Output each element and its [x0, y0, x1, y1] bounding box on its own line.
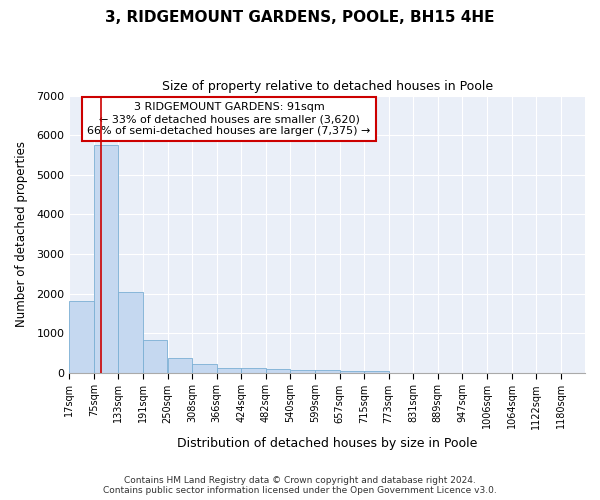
Y-axis label: Number of detached properties: Number of detached properties	[15, 141, 28, 327]
Bar	[364, 370, 389, 373]
Bar	[217, 368, 241, 373]
Bar	[168, 358, 192, 373]
Bar	[70, 302, 94, 373]
Text: Contains HM Land Registry data © Crown copyright and database right 2024.
Contai: Contains HM Land Registry data © Crown c…	[103, 476, 497, 495]
Bar	[241, 368, 266, 373]
Bar	[118, 292, 143, 373]
Bar	[143, 340, 167, 373]
Text: 3, RIDGEMOUNT GARDENS, POOLE, BH15 4HE: 3, RIDGEMOUNT GARDENS, POOLE, BH15 4HE	[105, 10, 495, 25]
Bar	[315, 370, 340, 373]
X-axis label: Distribution of detached houses by size in Poole: Distribution of detached houses by size …	[177, 437, 478, 450]
Bar	[266, 369, 290, 373]
Text: 3 RIDGEMOUNT GARDENS: 91sqm
← 33% of detached houses are smaller (3,620)
66% of : 3 RIDGEMOUNT GARDENS: 91sqm ← 33% of det…	[88, 102, 371, 136]
Bar	[94, 145, 118, 373]
Title: Size of property relative to detached houses in Poole: Size of property relative to detached ho…	[161, 80, 493, 93]
Bar	[290, 370, 315, 373]
Bar	[340, 370, 364, 373]
Bar	[192, 364, 217, 373]
